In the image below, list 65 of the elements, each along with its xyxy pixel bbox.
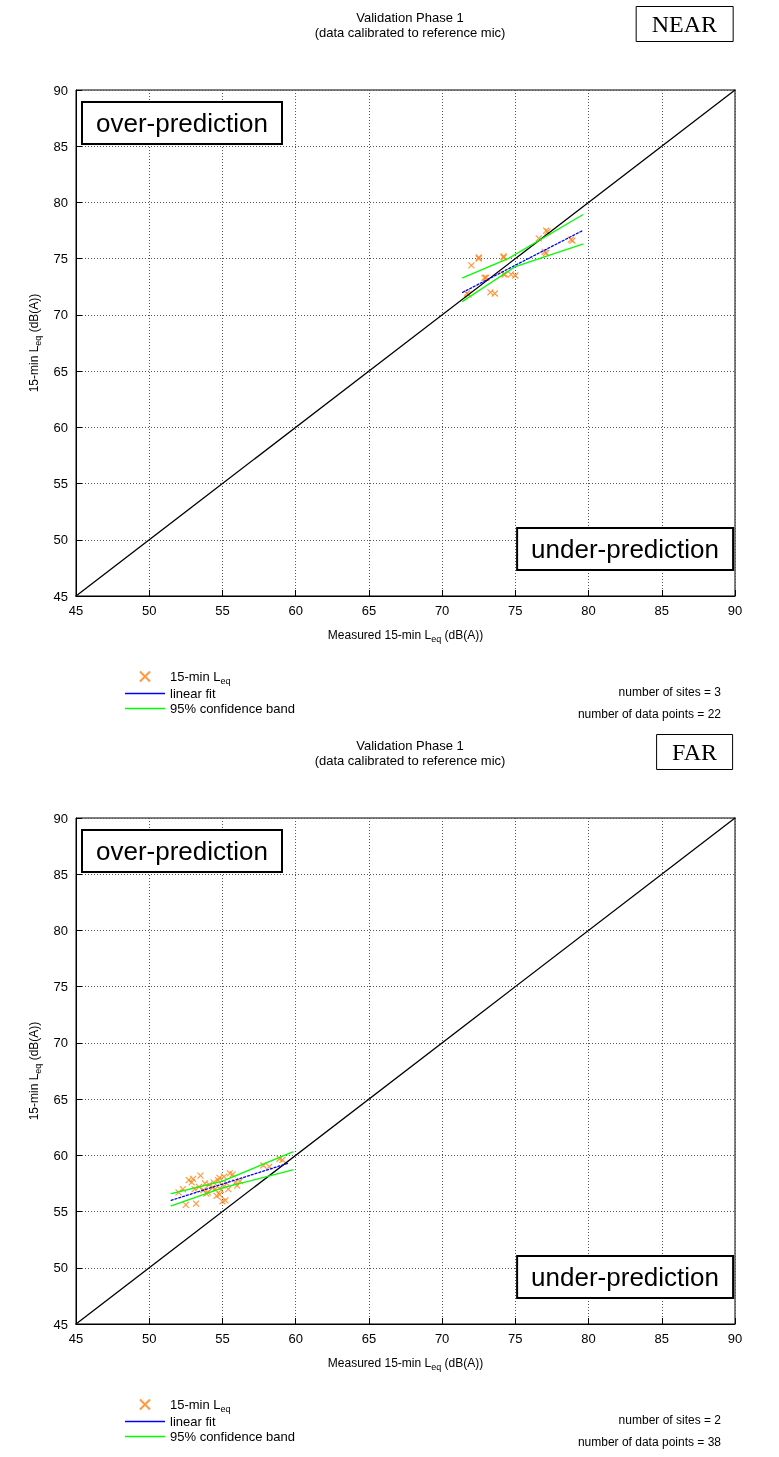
- x-tick-label: 90: [727, 603, 743, 618]
- y-tick-label: 90: [53, 810, 68, 826]
- y-tick-label: 65: [53, 363, 68, 379]
- x-tick-label: 65: [361, 1331, 377, 1346]
- x-tick-label: 65: [361, 603, 377, 618]
- y-tick-label: 75: [53, 251, 68, 267]
- x-tick-label: 45: [68, 603, 84, 618]
- text: number of sites = 3: [618, 685, 722, 699]
- x-tick-label: 80: [581, 1331, 596, 1346]
- x-tick-label: 90: [727, 1331, 743, 1346]
- annotation: under-prediction: [531, 1262, 719, 1292]
- x-tick-label: 85: [654, 1331, 670, 1346]
- text: FAR: [672, 739, 717, 765]
- x-tick-label: 50: [141, 603, 157, 618]
- chart-subtitle: (data calibrated to reference mic): [314, 753, 506, 768]
- text: number of data points = 38: [577, 1435, 722, 1449]
- legend-label: linear fit: [170, 686, 216, 701]
- y-axis-title: 15-min Leq (dB(A)): [27, 1021, 44, 1121]
- text: number of data points = 22: [577, 707, 722, 721]
- y-tick-label: 60: [53, 1147, 68, 1163]
- x-tick-label: 60: [288, 603, 303, 618]
- y-tick-label: 80: [53, 922, 68, 938]
- chart-title: Validation Phase 1: [356, 738, 464, 753]
- y-tick-label: 70: [53, 1035, 68, 1051]
- y-axis-title: 15-min Leq (dB(A)): [27, 293, 44, 393]
- annotation: under-prediction: [531, 534, 719, 564]
- y-tick-label: 45: [53, 588, 68, 604]
- x-tick-label: 50: [141, 1331, 157, 1346]
- y-tick-label: 85: [53, 138, 68, 154]
- x-tick-label: 75: [508, 603, 523, 618]
- y-tick-label: 85: [53, 866, 68, 882]
- y-tick-label: 70: [53, 307, 68, 323]
- x-tick-label: 70: [434, 603, 450, 618]
- legend-label: 95% confidence band: [170, 1429, 296, 1444]
- point: [511, 271, 519, 280]
- x-tick-label: 70: [434, 1331, 450, 1346]
- chart-subtitle: (data calibrated to reference mic): [314, 25, 506, 40]
- chart-title: Validation Phase 1: [356, 10, 464, 25]
- y-tick-label: 55: [53, 476, 68, 492]
- point: [491, 289, 499, 298]
- x-tick-label: 80: [581, 603, 596, 618]
- y-tick-label: 55: [53, 1204, 68, 1220]
- x-tick-label: 75: [508, 1331, 523, 1346]
- y-tick-label: 60: [53, 419, 68, 435]
- x-tick-label: 85: [654, 603, 670, 618]
- x-tick-label: 55: [215, 603, 230, 618]
- annotation: over-prediction: [96, 108, 268, 138]
- point: [535, 234, 543, 243]
- legend-label: 95% confidence band: [170, 701, 296, 716]
- x-tick-label: 60: [288, 1331, 303, 1346]
- y-tick-label: 50: [53, 532, 68, 548]
- text: number of sites = 2: [618, 1413, 722, 1427]
- text: NEAR: [651, 11, 718, 37]
- y-tick-label: 80: [53, 194, 68, 210]
- y-tick-label: 50: [53, 1260, 68, 1276]
- y-tick-label: 90: [53, 82, 68, 98]
- y-tick-label: 45: [53, 1316, 68, 1332]
- y-tick-label: 65: [53, 1091, 68, 1107]
- point: [265, 1162, 273, 1171]
- x-tick-label: 55: [215, 1331, 230, 1346]
- point: [192, 1200, 200, 1208]
- y-tick-label: 75: [53, 979, 68, 995]
- annotation: over-prediction: [96, 836, 268, 866]
- legend-label: linear fit: [170, 1414, 216, 1429]
- x-tick-label: 45: [68, 1331, 84, 1346]
